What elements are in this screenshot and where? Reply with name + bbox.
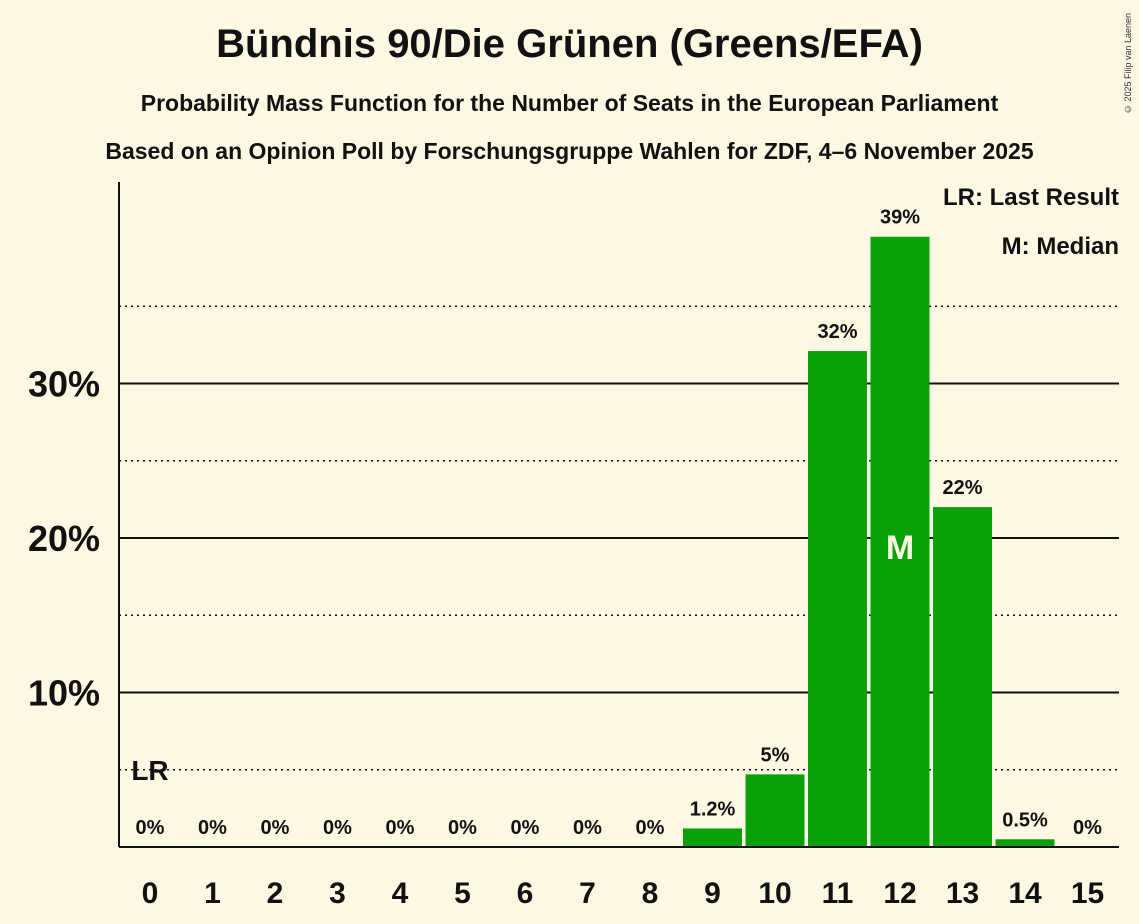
data-label: 0% — [136, 817, 165, 839]
data-label: 1.2% — [690, 798, 736, 820]
chart-source-line: Based on an Opinion Poll by Forschungsgr… — [105, 138, 1034, 164]
x-tick-label: 7 — [579, 877, 596, 910]
chart-title: Bündnis 90/Die Grünen (Greens/EFA) — [216, 22, 923, 66]
data-label: 0% — [323, 817, 352, 839]
chart-subtitle: Probability Mass Function for the Number… — [140, 90, 999, 116]
data-label: 0% — [573, 817, 602, 839]
data-label: 0% — [386, 817, 415, 839]
x-tick-label: 6 — [517, 877, 534, 910]
bar-seat-10 — [745, 774, 805, 847]
x-tick-label: 1 — [204, 877, 221, 910]
bar-seat-13 — [933, 507, 992, 847]
last-result-marker: LR — [131, 755, 168, 786]
x-tick-label: 0 — [142, 877, 159, 910]
y-tick-label: 10% — [28, 673, 100, 714]
data-label: 0% — [448, 817, 477, 839]
x-tick-label: 9 — [704, 877, 721, 910]
legend-last-result: LR: Last Result — [942, 184, 1119, 211]
data-label: 0% — [511, 817, 540, 839]
x-tick-label: 4 — [392, 877, 409, 910]
y-tick-label: 30% — [28, 364, 100, 405]
data-label: 5% — [761, 744, 790, 766]
data-label: 39% — [880, 207, 920, 229]
data-label: 32% — [817, 321, 857, 343]
bar-seat-14 — [995, 839, 1055, 847]
data-label: 0% — [636, 817, 665, 839]
x-tick-label: 13 — [946, 877, 979, 910]
bar-seat-12 — [870, 236, 930, 848]
x-tick-label: 14 — [1008, 877, 1042, 910]
x-tick-label: 15 — [1071, 877, 1104, 910]
data-label: 22% — [942, 477, 982, 499]
x-tick-label: 8 — [642, 877, 659, 910]
x-tick-label: 2 — [267, 877, 284, 910]
legend-median: M: Median — [1001, 233, 1119, 260]
x-tick-label: 3 — [329, 877, 346, 910]
x-tick-label: 10 — [758, 877, 791, 910]
data-label: 0.5% — [1002, 809, 1048, 831]
x-tick-label: 11 — [822, 877, 854, 910]
data-label: 0% — [261, 817, 290, 839]
data-label: 0% — [198, 817, 227, 839]
x-tick-label: 5 — [454, 877, 471, 910]
data-label: 0% — [1073, 817, 1102, 839]
bar-seat-11 — [808, 351, 867, 847]
x-tick-label: 12 — [883, 877, 916, 910]
y-tick-label: 20% — [28, 518, 100, 559]
bar-seat-9 — [683, 828, 742, 847]
median-marker: M — [886, 529, 914, 567]
